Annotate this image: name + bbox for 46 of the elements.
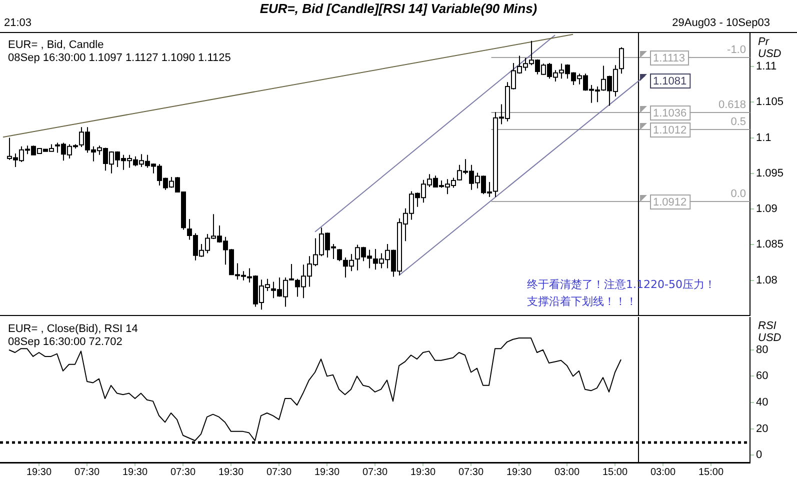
text: 21:03 [4, 17, 32, 30]
ref-line-label: 1.1012 [653, 124, 687, 137]
x-tick-label: 19:30 [122, 466, 148, 478]
x-tick-label: 19:30 [314, 466, 340, 478]
annotation: 0.618 [718, 99, 746, 112]
y-tick-label: 40 [756, 396, 768, 409]
annotation: 08Sep 16:30:00 72.702 [8, 336, 122, 349]
text: 29Aug03 - 10Sep03 [672, 17, 770, 30]
y-tick-label: 1.095 [756, 167, 784, 180]
x-tick-label: 15:00 [602, 466, 628, 478]
ref-line-label: 1.0912 [653, 196, 687, 209]
chart-title: EUR=, Bid [Candle][RSI 14] Variable(90 Mins) [258, 1, 538, 16]
y-tick-label: 60 [756, 370, 768, 382]
y-tick-label: 1.09 [756, 203, 778, 216]
x-tick-label: 03:00 [554, 466, 580, 478]
x-tick-label: 15:00 [698, 466, 724, 478]
text: EUR= , Close(Bid), RSI 14 [8, 323, 138, 336]
ref-line-label: 1.1113 [653, 52, 686, 65]
x-tick-label: 19:30 [26, 466, 52, 478]
y-axis-title: Pr USD [758, 36, 782, 60]
x-tick-label: 07:30 [170, 466, 196, 478]
annotation: -1.0 [727, 44, 746, 56]
annotation: 08Sep 16:30:00 1.1097 1.1127 1.1090 1.1125 [8, 52, 231, 65]
y-tick-label: 1.085 [756, 238, 784, 251]
y-tick-label: 20 [756, 422, 768, 435]
y-tick-label: 80 [756, 344, 768, 356]
x-tick-label: 19:30 [506, 466, 532, 478]
annotation: 支撑沿着下划线！！！ [527, 294, 637, 310]
y-tick-label: 1.1 [756, 132, 772, 144]
y-tick-label: 0 [756, 449, 762, 462]
y-axis-title: RSI USD [758, 320, 782, 344]
x-tick-label: 07:30 [266, 466, 292, 478]
x-tick-label: 07:30 [458, 466, 484, 478]
x-tick-label: 19:30 [410, 466, 436, 478]
x-tick-label: 07:30 [362, 466, 388, 478]
annotation: 1.1081 [653, 76, 687, 88]
x-tick-label: 03:00 [650, 466, 676, 478]
y-tick-label: 1.105 [756, 96, 784, 108]
annotation: 0.0 [730, 188, 746, 200]
annotation: 0.5 [730, 116, 746, 128]
text: EUR= , Bid, Candle [8, 39, 104, 52]
y-tick-label: 1.08 [756, 274, 778, 286]
y-tick-label: 1.11 [756, 60, 777, 73]
x-tick-label: 07:30 [74, 466, 100, 478]
ref-line-label: 1.1036 [653, 108, 687, 120]
x-tick-label: 19:30 [218, 466, 244, 478]
